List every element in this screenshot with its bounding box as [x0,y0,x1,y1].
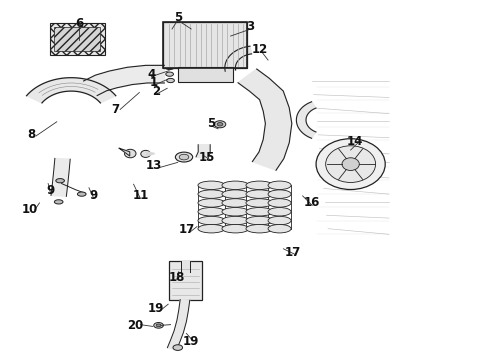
Polygon shape [147,152,155,156]
Text: 6: 6 [75,17,83,30]
Ellipse shape [141,150,150,157]
Polygon shape [225,46,251,71]
Text: 13: 13 [146,159,162,172]
Bar [163,22,247,68]
Ellipse shape [77,192,86,196]
Ellipse shape [124,149,136,158]
Ellipse shape [198,199,225,207]
Ellipse shape [198,190,225,198]
Text: 20: 20 [127,319,144,332]
Ellipse shape [167,78,174,83]
Text: 1: 1 [150,76,158,90]
Ellipse shape [198,207,225,216]
Polygon shape [51,158,70,196]
Text: 12: 12 [251,43,268,56]
Ellipse shape [56,179,65,183]
Ellipse shape [342,158,359,171]
Ellipse shape [214,121,226,128]
Bar [54,27,100,51]
Ellipse shape [268,199,291,207]
Ellipse shape [268,224,291,233]
Ellipse shape [54,200,63,204]
Ellipse shape [154,323,163,328]
Text: 16: 16 [304,197,320,210]
Ellipse shape [222,199,249,207]
Ellipse shape [198,181,225,189]
Ellipse shape [222,190,249,198]
Ellipse shape [326,146,376,183]
Polygon shape [168,300,190,350]
Bar [163,22,247,68]
Text: 19: 19 [148,302,164,315]
Ellipse shape [198,216,225,225]
Text: 7: 7 [111,103,120,116]
Ellipse shape [217,122,223,126]
Ellipse shape [179,154,189,160]
Text: 14: 14 [346,135,363,148]
Ellipse shape [222,207,249,216]
Ellipse shape [268,216,291,225]
Text: 19: 19 [183,335,199,348]
Ellipse shape [222,216,249,225]
Polygon shape [84,65,164,95]
Text: 8: 8 [27,128,35,141]
Ellipse shape [198,224,225,233]
Ellipse shape [246,190,273,198]
Ellipse shape [246,224,273,233]
Ellipse shape [166,72,173,76]
Text: 18: 18 [169,270,185,284]
Bar [169,261,202,300]
Text: 4: 4 [147,68,155,81]
Text: 2: 2 [152,85,160,98]
Text: 10: 10 [22,203,38,216]
Ellipse shape [316,139,385,189]
Text: 3: 3 [246,20,254,33]
Ellipse shape [246,199,273,207]
Polygon shape [238,69,292,170]
Text: 5: 5 [207,117,216,130]
Bar [49,23,105,55]
Polygon shape [181,261,190,272]
Ellipse shape [268,190,291,198]
Text: 5: 5 [173,11,182,24]
Polygon shape [196,145,210,159]
Ellipse shape [184,25,193,32]
Ellipse shape [173,345,183,350]
Ellipse shape [156,324,161,327]
Text: 11: 11 [132,189,148,202]
Polygon shape [296,102,316,138]
Ellipse shape [186,27,191,30]
Text: 17: 17 [285,246,301,259]
Ellipse shape [246,181,273,189]
Polygon shape [119,148,130,156]
Ellipse shape [268,207,291,216]
Bar [178,67,233,82]
Ellipse shape [175,152,193,162]
Ellipse shape [165,65,174,69]
Text: 9: 9 [90,189,98,202]
Ellipse shape [246,207,273,216]
Text: 15: 15 [198,150,215,163]
Text: 9: 9 [47,184,55,197]
Text: 17: 17 [178,223,195,236]
Ellipse shape [246,216,273,225]
Ellipse shape [222,224,249,233]
Ellipse shape [222,181,249,189]
Ellipse shape [268,181,291,189]
Polygon shape [26,78,116,103]
